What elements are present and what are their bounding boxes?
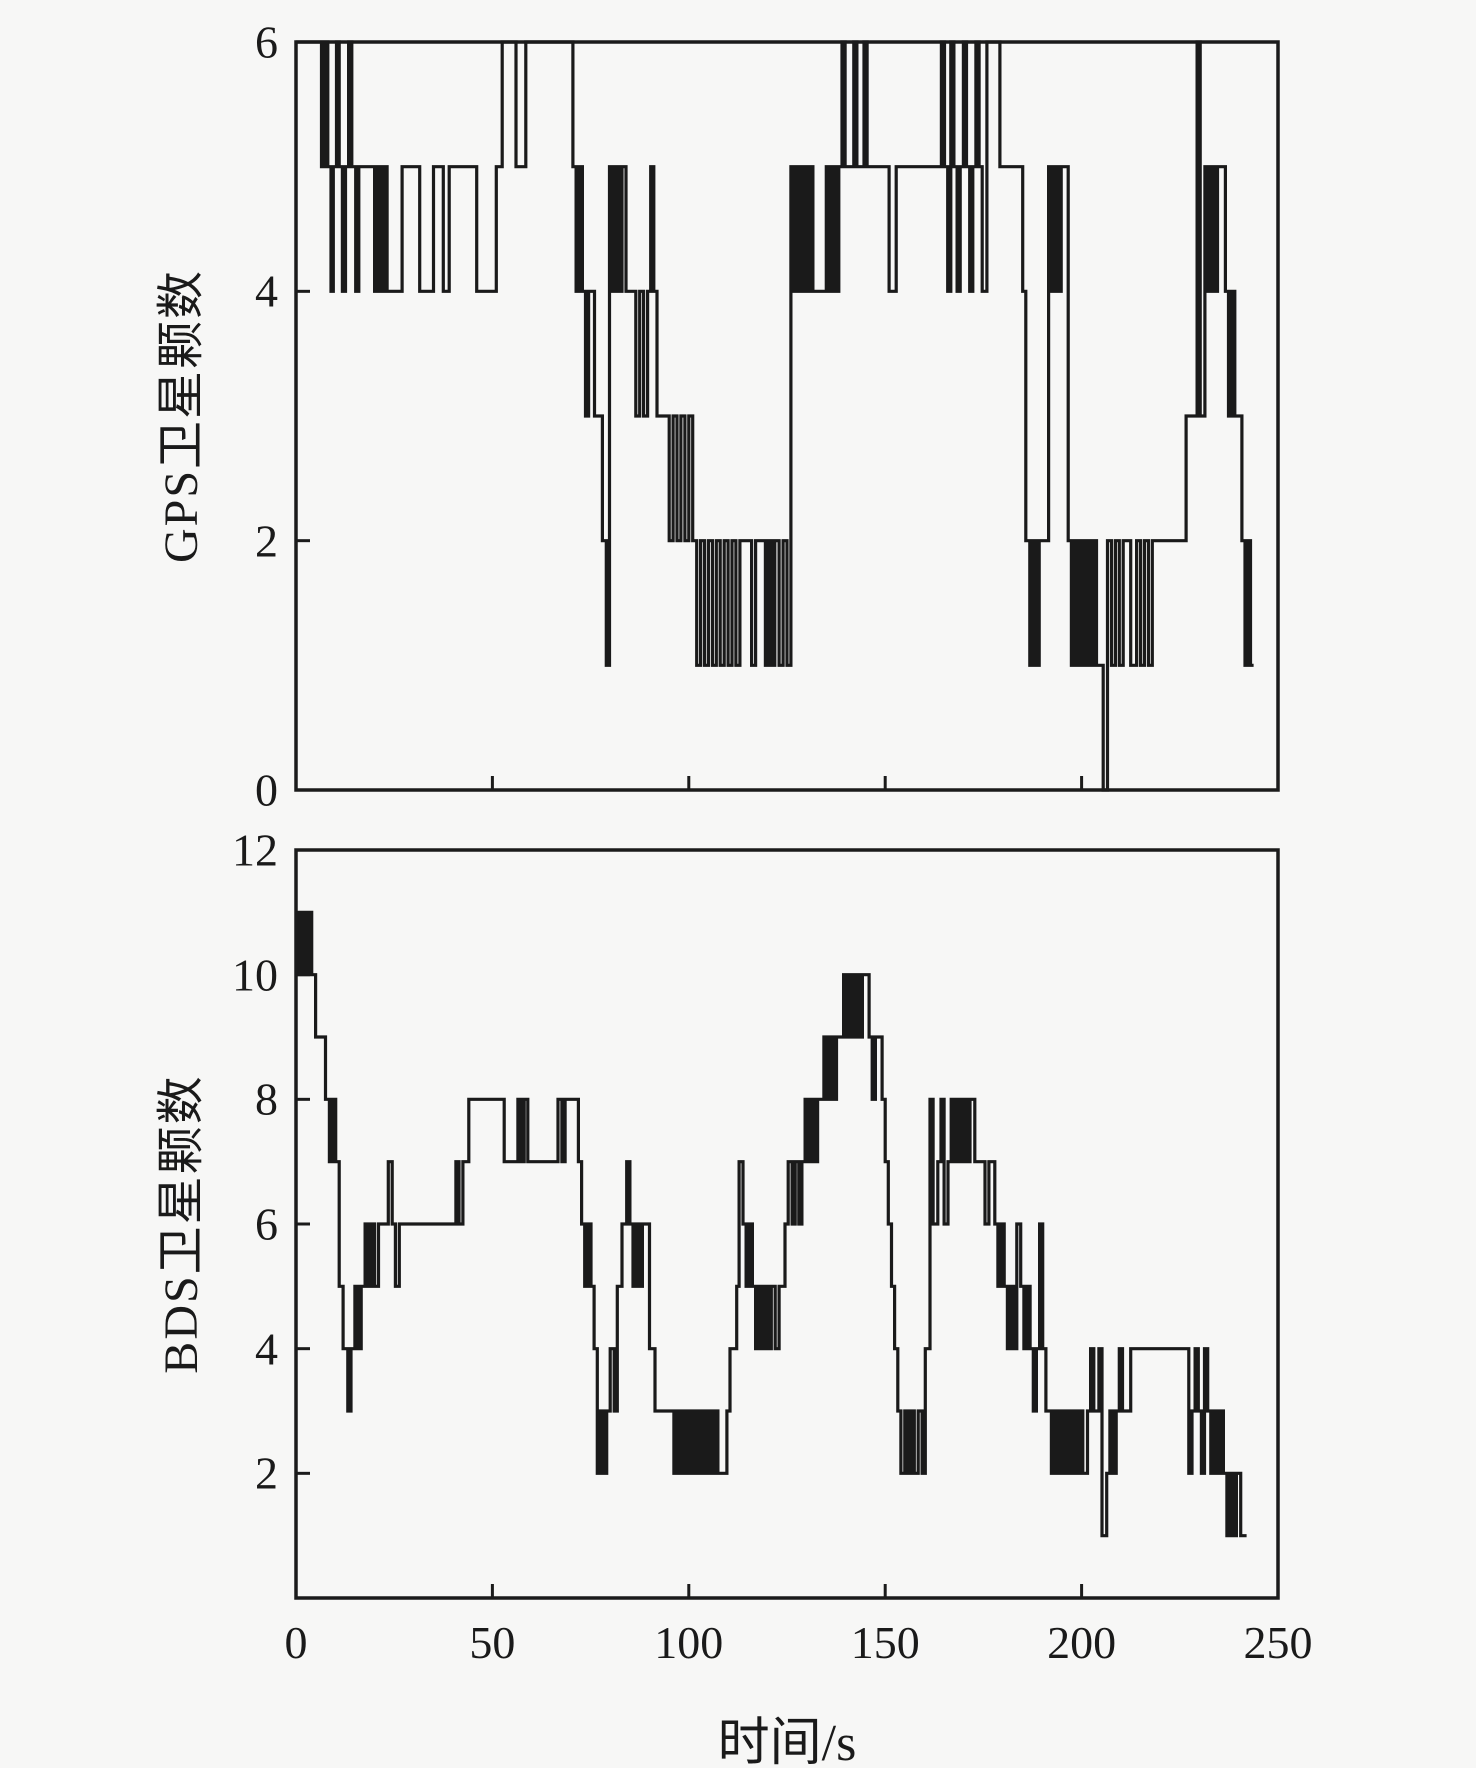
gps-satellite-count-chart bbox=[294, 40, 1280, 792]
gps-y-axis-label: GPS卫星颗数 bbox=[155, 268, 208, 564]
bds-y-axis-label: BDS卫星颗数 bbox=[155, 1074, 208, 1374]
axis-frame bbox=[294, 40, 1280, 792]
y-tick-label: 6 bbox=[255, 1198, 278, 1250]
y-tick-label: 6 bbox=[255, 16, 278, 68]
bds-step-line bbox=[296, 910, 1247, 1538]
x-tick-label: 150 bbox=[850, 1617, 920, 1668]
bds-plot-area bbox=[294, 848, 1280, 1600]
y-tick-label: 4 bbox=[255, 265, 278, 317]
y-tick-label: 10 bbox=[232, 949, 278, 1001]
x-tick-label: 100 bbox=[654, 1617, 724, 1668]
x-tick-label: 250 bbox=[1243, 1617, 1313, 1668]
y-tick-label: 2 bbox=[255, 1447, 278, 1499]
y-tick-label: 4 bbox=[255, 1323, 278, 1375]
gps-step-line bbox=[296, 40, 1254, 792]
bds-satellite-count-chart bbox=[294, 848, 1280, 1600]
y-tick-label: 0 bbox=[255, 764, 278, 816]
y-tick-label: 2 bbox=[255, 515, 278, 567]
x-axis-title: 时间/s bbox=[717, 1715, 857, 1768]
y-tick-label: 12 bbox=[232, 824, 278, 876]
x-tick-label: 0 bbox=[284, 1617, 308, 1668]
x-tick-label: 50 bbox=[469, 1617, 516, 1668]
x-tick-label: 200 bbox=[1047, 1617, 1117, 1668]
gps-plot-area bbox=[294, 40, 1280, 792]
y-tick-label: 8 bbox=[255, 1073, 278, 1125]
